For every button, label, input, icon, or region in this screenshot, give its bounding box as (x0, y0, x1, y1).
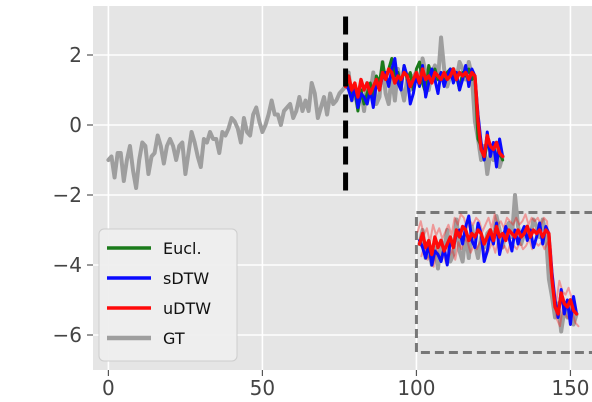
axis-ticks: 0 50 100 150 2 0 −2 −4 −6 (53, 43, 590, 400)
x-tick-label: 50 (250, 376, 275, 400)
inset-box-outline (414, 211, 592, 354)
series-lines (106, 35, 580, 334)
legend-label: sDTW (163, 269, 209, 288)
inset-udtw-line (417, 224, 579, 316)
y-tick-label: 0 (69, 113, 82, 137)
inset-gt-line (417, 193, 579, 334)
legend-label: uDTW (163, 299, 211, 318)
y-tick-label: 2 (69, 43, 82, 67)
y-tick-label: −6 (53, 323, 82, 347)
x-tick-label: 0 (102, 376, 115, 400)
y-tick-label: −4 (53, 253, 82, 277)
y-tick-label: −2 (53, 183, 82, 207)
legend-box (98, 228, 238, 362)
inset-zoom-box (414, 211, 592, 354)
x-tick-label: 100 (397, 376, 435, 400)
series-line-udtw (343, 67, 505, 159)
legend-label: GT (163, 329, 185, 348)
x-tick-label: 150 (551, 376, 589, 400)
legend: Eucl. sDTW uDTW GT (98, 228, 238, 362)
legend-label: Eucl. (163, 239, 202, 258)
